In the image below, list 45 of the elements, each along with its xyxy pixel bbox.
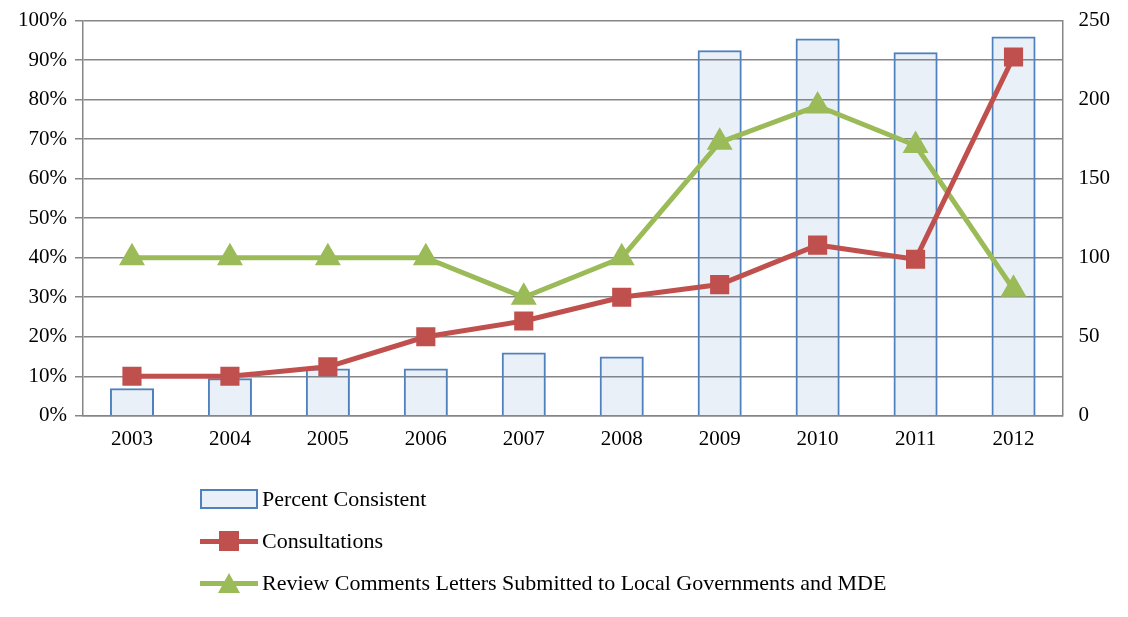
point — [710, 275, 730, 295]
x-tick-label: 2009 — [698, 425, 741, 450]
x-tick-label: 2012 — [992, 425, 1035, 450]
bar — [403, 368, 448, 416]
point — [902, 130, 929, 153]
y2-tick-label: 0 — [1078, 402, 1089, 427]
y2-tick-label: 150 — [1078, 165, 1110, 190]
y-tick-label: 10% — [28, 362, 67, 387]
y2-tick-label: 50 — [1078, 323, 1100, 348]
x-tick-label: 2004 — [208, 425, 252, 450]
x-tick-label: 2007 — [502, 425, 545, 450]
x-tick-label: 2010 — [796, 425, 839, 450]
legend-label: Review Comments Letters Submitted to Local Governments and MDE — [262, 570, 887, 596]
y-tick-label: 70% — [28, 125, 67, 150]
y-tick-label: 90% — [28, 46, 67, 71]
y-tick-label: 60% — [28, 165, 67, 190]
y2-tick-label: 250 — [1078, 7, 1110, 32]
y-tick-label: 100% — [17, 7, 67, 32]
x-tick-label: 2006 — [404, 425, 447, 450]
bar — [109, 388, 155, 416]
point — [318, 357, 338, 377]
point — [220, 366, 240, 386]
y-tick-label: 80% — [28, 86, 67, 111]
x-tick-label: 2008 — [600, 425, 643, 450]
y2-tick-label: 200 — [1078, 86, 1110, 111]
x-tick-label: 2003 — [110, 425, 153, 450]
y-tick-label: 30% — [28, 283, 67, 308]
point — [514, 311, 534, 331]
point — [612, 287, 632, 307]
legend-label: Consultations — [262, 528, 384, 554]
point — [906, 249, 926, 269]
point — [120, 245, 144, 266]
y-tick-label: 50% — [28, 204, 67, 229]
x-tick-label: 2005 — [306, 425, 349, 450]
legend-label: Percent Consistent — [262, 486, 427, 512]
point — [122, 366, 142, 386]
point — [706, 127, 733, 150]
y-tick-label: 20% — [28, 323, 67, 348]
bar — [599, 356, 644, 416]
y-tick-label: 40% — [28, 244, 67, 269]
point — [416, 327, 436, 347]
y-tick-label: 0% — [38, 402, 67, 427]
x-tick-label: 2011 — [894, 425, 937, 450]
bar — [501, 352, 546, 416]
y2-tick-label: 100 — [1078, 244, 1110, 269]
